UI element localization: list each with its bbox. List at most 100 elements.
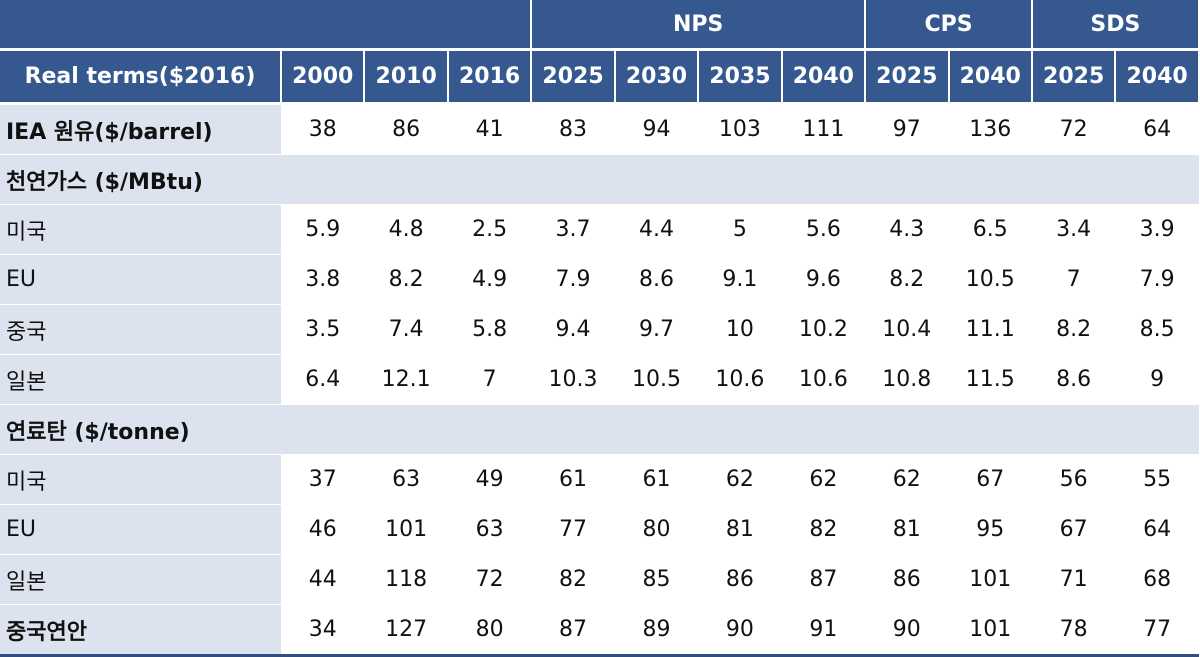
table-row: 천연가스 ($/MBtu) — [0, 154, 1199, 205]
row-label: 중국 — [0, 304, 281, 355]
value-cell: 101 — [948, 554, 1032, 605]
value-cell: 41 — [447, 103, 532, 155]
value-cell: 61 — [614, 454, 699, 505]
value-cell: 63 — [447, 504, 532, 555]
value-cell: 4.3 — [865, 204, 949, 255]
value-cell: 87 — [781, 554, 866, 605]
table-row: EU 46 101 63 77 80 81 82 81 95 67 64 — [0, 504, 1199, 555]
value-cell: 111 — [781, 103, 866, 155]
value-cell: 8.2 — [364, 254, 448, 305]
value-cell: 12.1 — [364, 354, 448, 405]
value-cell: 63 — [364, 454, 448, 505]
value-cell: 90 — [865, 604, 949, 657]
section-fill-cell — [531, 404, 615, 455]
header-blank-cell — [0, 0, 533, 51]
year-header-row: Real terms($2016) 2000 2010 2016 2025 20… — [0, 49, 1200, 105]
value-cell: 8.5 — [1115, 304, 1199, 355]
value-cell: 82 — [531, 554, 615, 605]
value-cell: 62 — [865, 454, 949, 505]
section-fill-cell — [531, 154, 615, 205]
section-fill-cell — [1031, 404, 1116, 455]
value-cell: 5.6 — [781, 204, 866, 255]
value-cell: 34 — [281, 604, 365, 657]
value-cell: 62 — [698, 454, 782, 505]
col-header-year: 2040 — [948, 49, 1033, 105]
row-label: 일본 — [0, 554, 281, 605]
col-header-year: 2016 — [447, 49, 533, 105]
table-row: 중국연안 34 127 80 87 89 90 91 90 101 78 77 — [0, 604, 1199, 657]
table-header: NPS CPS SDS Real terms($2016) 2000 2010 … — [0, 0, 1200, 105]
value-cell: 10.8 — [865, 354, 949, 405]
value-cell: 7 — [1031, 254, 1116, 305]
value-cell: 95 — [948, 504, 1032, 555]
value-cell: 67 — [948, 454, 1032, 505]
section-fill-cell — [364, 404, 448, 455]
value-cell: 86 — [698, 554, 782, 605]
table-body: IEA 원유($/barrel) 38 86 41 83 94 103 111 97 136 72 6… — [0, 103, 1199, 657]
col-header-label: Real terms($2016) — [0, 49, 282, 105]
value-cell: 90 — [698, 604, 782, 657]
value-cell: 80 — [614, 504, 699, 555]
scenario-header-row: NPS CPS SDS — [0, 0, 1200, 51]
section-fill-cell — [614, 404, 699, 455]
row-label: EU — [0, 504, 281, 555]
value-cell: 10.5 — [614, 354, 699, 405]
value-cell: 44 — [281, 554, 365, 605]
value-cell: 101 — [948, 604, 1032, 657]
table-row: 중국 3.5 7.4 5.8 9.4 9.7 10 10.2 10.4 11.1 8.2 8.5 — [0, 304, 1199, 355]
table-row: 일본 44 118 72 82 85 86 87 86 101 71 68 — [0, 554, 1199, 605]
section-fill-cell — [948, 154, 1032, 205]
value-cell: 78 — [1031, 604, 1116, 657]
value-cell: 5.9 — [281, 204, 365, 255]
value-cell: 83 — [531, 103, 615, 155]
value-cell: 9.4 — [531, 304, 615, 355]
value-cell: 11.1 — [948, 304, 1032, 355]
value-cell: 5 — [698, 204, 782, 255]
value-cell: 62 — [781, 454, 866, 505]
table-row: EU 3.8 8.2 4.9 7.9 8.6 9.1 9.6 8.2 10.5 7 7.9 — [0, 254, 1199, 305]
value-cell: 46 — [281, 504, 365, 555]
value-cell: 6.5 — [948, 204, 1032, 255]
section-fill-cell — [281, 154, 365, 205]
value-cell: 7.4 — [364, 304, 448, 355]
value-cell: 38 — [281, 103, 365, 155]
value-cell: 86 — [364, 103, 448, 155]
row-label: 미국 — [0, 204, 281, 255]
value-cell: 103 — [698, 103, 782, 155]
value-cell: 10.5 — [948, 254, 1032, 305]
section-fill-cell — [1115, 404, 1199, 455]
value-cell: 3.7 — [531, 204, 615, 255]
value-cell: 4.4 — [614, 204, 699, 255]
value-cell: 3.9 — [1115, 204, 1199, 255]
section-fill-cell — [781, 404, 866, 455]
row-label: EU — [0, 254, 281, 305]
row-label: 중국연안 — [0, 604, 281, 657]
value-cell: 9 — [1115, 354, 1199, 405]
section-fill-cell — [1031, 154, 1116, 205]
value-cell: 8.6 — [614, 254, 699, 305]
col-header-year: 2025 — [865, 49, 950, 105]
section-fill-cell — [281, 404, 365, 455]
value-cell: 118 — [364, 554, 448, 605]
value-cell: 64 — [1115, 103, 1199, 155]
value-cell: 81 — [698, 504, 782, 555]
value-cell: 80 — [447, 604, 532, 657]
section-fill-cell — [781, 154, 866, 205]
col-header-year: 2025 — [531, 49, 616, 105]
value-cell: 9.7 — [614, 304, 699, 355]
section-fill-cell — [447, 404, 532, 455]
value-cell: 87 — [531, 604, 615, 657]
table-row: 미국 5.9 4.8 2.5 3.7 4.4 5 5.6 4.3 6.5 3.4 3.9 — [0, 204, 1199, 255]
section-fill-cell — [1115, 154, 1199, 205]
value-cell: 8.2 — [1031, 304, 1116, 355]
value-cell: 97 — [865, 103, 949, 155]
col-header-year: 2035 — [698, 49, 783, 105]
col-header-year: 2025 — [1031, 49, 1117, 105]
section-fill-cell — [865, 404, 949, 455]
value-cell: 81 — [865, 504, 949, 555]
value-cell: 5.8 — [447, 304, 532, 355]
value-cell: 72 — [1031, 103, 1116, 155]
value-cell: 9.1 — [698, 254, 782, 305]
value-cell: 49 — [447, 454, 532, 505]
